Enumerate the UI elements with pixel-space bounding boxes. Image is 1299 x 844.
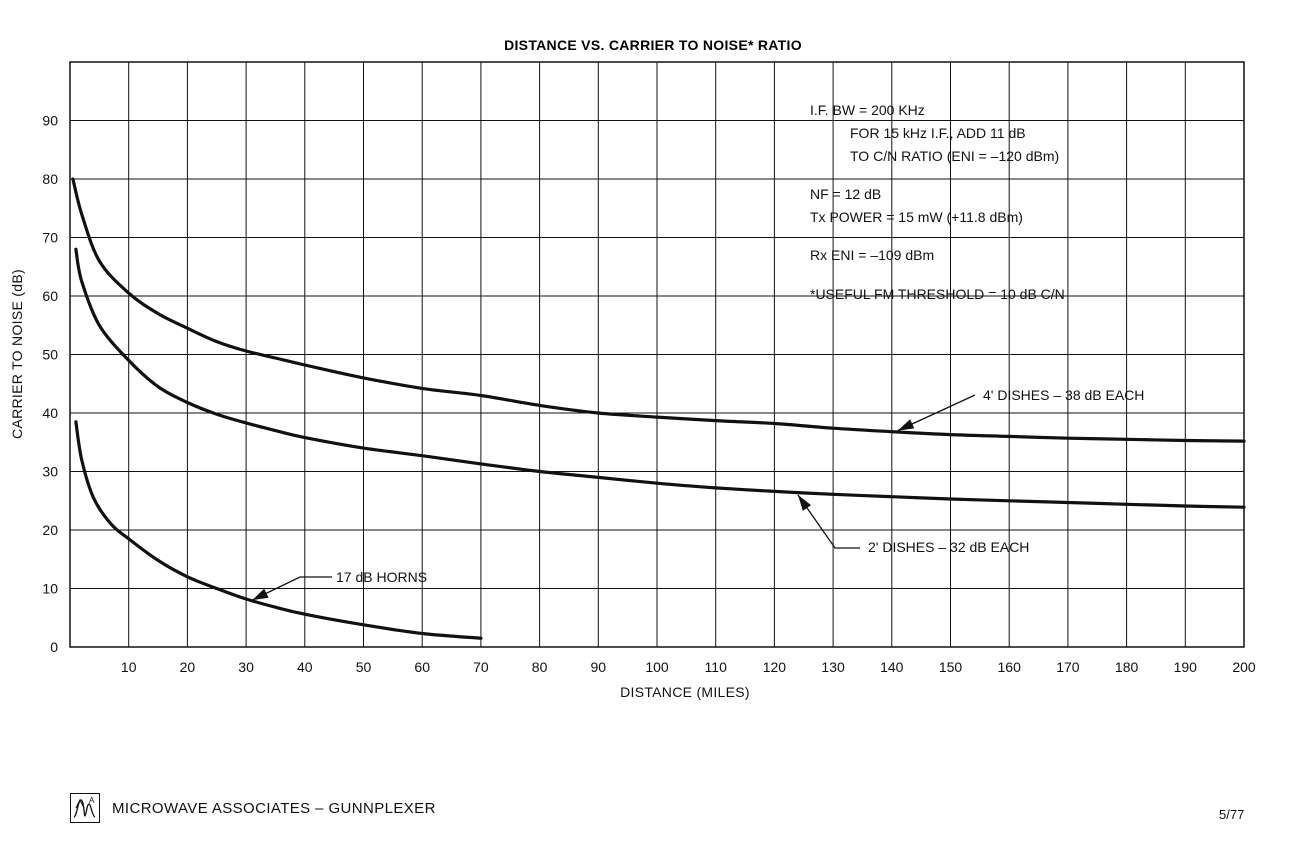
chart: DISTANCE VS. CARRIER TO NOISE* RATIO 10 2… [9,37,1256,700]
x-tick-label: 160 [998,659,1022,675]
footer-company: MICROWAVE ASSOCIATES – GUNNPLEXER [112,799,436,817]
x-tick-label: 20 [180,659,196,675]
y-tick-label: 20 [42,522,58,538]
annotations-group: 4' DISHES – 38 dB EACH 2' DISHES – 32 dB … [251,387,1144,601]
y-tick-label: 80 [42,171,58,187]
annotation-leader [251,576,332,601]
notes-box: I.F. BW = 200 KHz FOR 15 kHz I.F., ADD 11… [810,102,1065,302]
x-tick-label: 190 [1174,659,1198,675]
y-axis-label: CARRIER TO NOISE (dB) [9,269,25,439]
note-line: Tx POWER = 15 mW (+11.8 dBm) [810,209,1023,225]
x-tick-label: 30 [238,659,254,675]
x-tick-label: 130 [821,659,845,675]
note-line: *USEFUL FM THRESHOLD = 10 dB C/N [810,286,1065,302]
series-line-2 [74,420,483,640]
annotation-arrowhead [897,419,915,431]
series-line-1 [74,247,1246,509]
x-tick-label: 110 [705,659,728,675]
series-line-0 [71,177,1246,443]
y-tick-label: 50 [42,347,58,363]
x-tick-label: 100 [645,659,669,675]
note-line: TO C/N RATIO (ENI = –120 dBm) [850,148,1059,164]
annotation-leader [797,494,860,549]
y-tick-label: 60 [42,288,58,304]
svg-text:A: A [89,796,95,805]
ma-logo-icon: A [70,793,100,823]
annotation-label: 17 dB HORNS [336,569,427,585]
x-tick-label: 70 [473,659,489,675]
footer-date: 5/77 [1219,807,1245,822]
y-tick-label: 90 [42,113,58,129]
x-tick-label: 150 [939,659,963,675]
x-axis-ticks: 10 20 30 40 50 60 70 80 90 100 110 120 130 140 150 160 1… [121,659,1256,675]
note-line: NF = 12 dB [810,186,881,202]
y-axis-ticks: 0 10 20 30 40 50 60 70 80 90 [42,113,58,656]
x-tick-label: 170 [1056,659,1080,675]
footer: A MICROWAVE ASSOCIATES – GUNNPLEXER [70,793,436,823]
grid [70,62,1245,648]
y-tick-label: 40 [42,405,58,421]
series-group [71,177,1246,640]
x-tick-label: 40 [297,659,313,675]
y-tick-label: 30 [42,464,58,480]
x-tick-label: 200 [1232,659,1256,675]
annotation-arrowhead [797,494,812,511]
note-line: FOR 15 kHz I.F., ADD 11 dB [850,125,1026,141]
plot-frame [69,61,1245,648]
x-tick-label: 10 [121,659,137,675]
annotation-arrowhead [252,588,269,601]
x-tick-label: 80 [532,659,548,675]
x-axis-label: DISTANCE (MILES) [620,684,750,700]
x-tick-label: 180 [1115,659,1139,675]
chart-title: DISTANCE VS. CARRIER TO NOISE* RATIO [504,37,802,53]
x-tick-label: 50 [356,659,372,675]
x-tick-label: 120 [763,659,787,675]
x-tick-label: 140 [880,659,904,675]
annotation-label: 4' DISHES – 38 dB EACH [983,387,1144,403]
note-line: I.F. BW = 200 KHz [810,102,925,118]
y-tick-label: 70 [42,230,58,246]
y-tick-label: 0 [50,639,58,655]
x-tick-label: 60 [414,659,430,675]
x-tick-label: 90 [591,659,607,675]
note-line: Rx ENI = –109 dBm [810,247,934,263]
y-tick-label: 10 [42,581,58,597]
annotation-label: 2' DISHES – 32 dB EACH [868,539,1029,555]
